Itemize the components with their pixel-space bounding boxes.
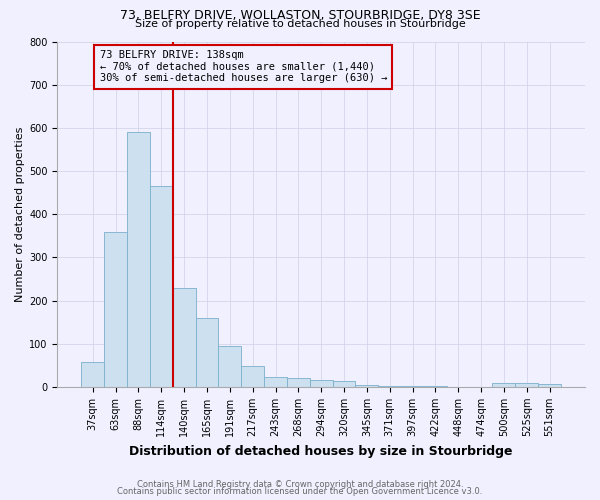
Bar bbox=[150, 186, 173, 387]
Bar bbox=[401, 386, 424, 387]
Bar bbox=[173, 288, 196, 387]
Bar bbox=[241, 366, 264, 387]
Bar bbox=[82, 362, 104, 387]
X-axis label: Distribution of detached houses by size in Stourbridge: Distribution of detached houses by size … bbox=[130, 444, 513, 458]
Bar bbox=[515, 384, 538, 387]
Bar bbox=[264, 378, 287, 387]
Bar bbox=[218, 346, 241, 387]
Bar bbox=[424, 386, 447, 387]
Bar bbox=[332, 382, 355, 387]
Bar bbox=[355, 385, 378, 387]
Text: Contains HM Land Registry data © Crown copyright and database right 2024.: Contains HM Land Registry data © Crown c… bbox=[137, 480, 463, 489]
Bar bbox=[287, 378, 310, 387]
Bar bbox=[196, 318, 218, 387]
Bar bbox=[493, 382, 515, 387]
Bar bbox=[310, 380, 332, 387]
Bar bbox=[127, 132, 150, 387]
Text: Size of property relative to detached houses in Stourbridge: Size of property relative to detached ho… bbox=[134, 19, 466, 29]
Bar bbox=[378, 386, 401, 387]
Y-axis label: Number of detached properties: Number of detached properties bbox=[15, 126, 25, 302]
Text: 73 BELFRY DRIVE: 138sqm
← 70% of detached houses are smaller (1,440)
30% of semi: 73 BELFRY DRIVE: 138sqm ← 70% of detache… bbox=[100, 50, 387, 84]
Bar bbox=[538, 384, 561, 387]
Text: 73, BELFRY DRIVE, WOLLASTON, STOURBRIDGE, DY8 3SE: 73, BELFRY DRIVE, WOLLASTON, STOURBRIDGE… bbox=[119, 9, 481, 22]
Text: Contains public sector information licensed under the Open Government Licence v3: Contains public sector information licen… bbox=[118, 487, 482, 496]
Bar bbox=[104, 232, 127, 387]
